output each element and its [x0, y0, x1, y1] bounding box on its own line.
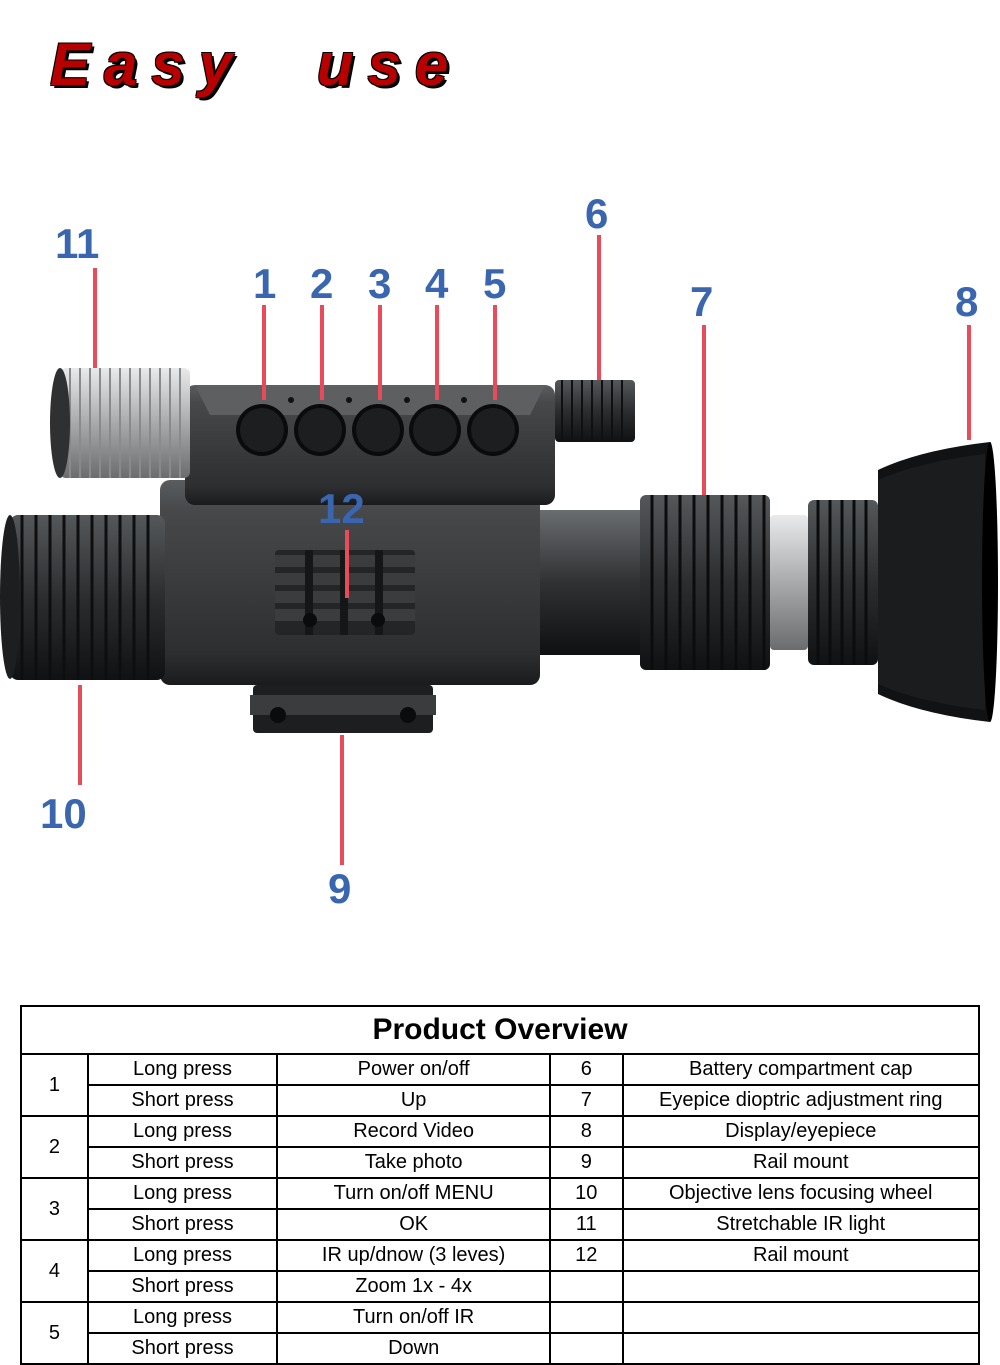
battery-cap: [555, 380, 635, 442]
table-cell: Rail mount: [623, 1147, 980, 1178]
table-cell: Eyepice dioptric adjustment ring: [623, 1085, 980, 1116]
table-cell: Long press: [88, 1240, 277, 1271]
table-row: Short pressOK11Stretchable IR light: [21, 1209, 979, 1240]
table-cell: 5: [21, 1302, 88, 1364]
table-cell: Turn on/off IR: [277, 1302, 550, 1333]
table-cell: Short press: [88, 1209, 277, 1240]
table-cell: Record Video: [277, 1116, 550, 1147]
callout-line-7: [702, 325, 706, 495]
table-cell: Long press: [88, 1178, 277, 1209]
table-cell: 7: [550, 1085, 622, 1116]
eyepiece-cup: [878, 442, 998, 722]
table-cell: Objective lens focusing wheel: [623, 1178, 980, 1209]
table-cell: Zoom 1x - 4x: [277, 1271, 550, 1302]
table-cell: 2: [21, 1116, 88, 1178]
table-cell: 8: [550, 1116, 622, 1147]
table-cell: 3: [21, 1178, 88, 1240]
callout-label-6: 6: [585, 190, 608, 238]
table-cell: 11: [550, 1209, 622, 1240]
table-cell: [623, 1333, 980, 1364]
table-row: Short pressZoom 1x - 4x: [21, 1271, 979, 1302]
table-cell: [550, 1333, 622, 1364]
table-cell: Down: [277, 1333, 550, 1364]
callout-line-4: [435, 305, 439, 400]
callout-label-9: 9: [328, 865, 351, 913]
table-cell: Rail mount: [623, 1240, 980, 1271]
bottom-rail: [250, 685, 436, 733]
table-cell: [550, 1271, 622, 1302]
table-row: Short pressTake photo9Rail mount: [21, 1147, 979, 1178]
table-cell: Turn on/off MENU: [277, 1178, 550, 1209]
table-cell: Short press: [88, 1147, 277, 1178]
table-cell: [550, 1302, 622, 1333]
table-cell: [623, 1302, 980, 1333]
table-cell: Short press: [88, 1271, 277, 1302]
callout-line-3: [378, 305, 382, 400]
callout-line-9: [340, 735, 344, 865]
callout-label-11: 11: [55, 220, 99, 268]
table-cell: Stretchable IR light: [623, 1209, 980, 1240]
callout-line-6: [597, 235, 601, 380]
callout-line-12: [345, 530, 349, 598]
objective-wheel: [0, 515, 165, 680]
callout-label-3: 3: [368, 260, 391, 308]
table-row: 3Long pressTurn on/off MENU10Objective l…: [21, 1178, 979, 1209]
callout-label-1: 1: [253, 260, 276, 308]
callout-label-7: 7: [690, 278, 713, 326]
product-overview-table: Product Overview 1Long pressPower on/off…: [20, 1005, 980, 1365]
table-cell: Take photo: [277, 1147, 550, 1178]
table-cell: 10: [550, 1178, 622, 1209]
page-title: Easy use: [50, 30, 462, 99]
ir-light: [50, 368, 190, 478]
table-cell: Long press: [88, 1116, 277, 1147]
table-cell: Battery compartment cap: [623, 1054, 980, 1085]
table-row: Short pressUp7Eyepice dioptric adjustmen…: [21, 1085, 979, 1116]
table-row: 4Long pressIR up/dnow (3 leves)12Rail mo…: [21, 1240, 979, 1271]
table-cell: OK: [277, 1209, 550, 1240]
table-cell: Power on/off: [277, 1054, 550, 1085]
table-row: 5Long pressTurn on/off IR: [21, 1302, 979, 1333]
table-cell: 6: [550, 1054, 622, 1085]
table-cell: Long press: [88, 1054, 277, 1085]
table-row: 2Long pressRecord Video8Display/eyepiece: [21, 1116, 979, 1147]
table-cell: 1: [21, 1054, 88, 1116]
table-title: Product Overview: [21, 1006, 979, 1054]
table-cell: IR up/dnow (3 leves): [277, 1240, 550, 1271]
callout-label-2: 2: [310, 260, 333, 308]
callout-label-4: 4: [425, 260, 448, 308]
table-cell: Up: [277, 1085, 550, 1116]
table-row: Short pressDown: [21, 1333, 979, 1364]
table-cell: 9: [550, 1147, 622, 1178]
callout-line-8: [967, 325, 971, 440]
callout-label-12: 12: [318, 485, 365, 533]
table-cell: 12: [550, 1240, 622, 1271]
callout-label-10: 10: [40, 790, 87, 838]
callout-line-2: [320, 305, 324, 400]
product-diagram: 123456789101112: [0, 170, 1000, 950]
callout-line-11: [93, 268, 97, 368]
callout-line-1: [262, 305, 266, 400]
callout-label-8: 8: [955, 278, 978, 326]
table-cell: Short press: [88, 1085, 277, 1116]
table-cell: 4: [21, 1240, 88, 1302]
table-row: 1Long pressPower on/off6Battery compartm…: [21, 1054, 979, 1085]
dioptric-ring: [640, 495, 770, 670]
table-cell: Short press: [88, 1333, 277, 1364]
callout-line-5: [493, 305, 497, 400]
callout-label-5: 5: [483, 260, 506, 308]
table-cell: Long press: [88, 1302, 277, 1333]
table-cell: Display/eyepiece: [623, 1116, 980, 1147]
table-cell: [623, 1271, 980, 1302]
callout-line-10: [78, 685, 82, 785]
